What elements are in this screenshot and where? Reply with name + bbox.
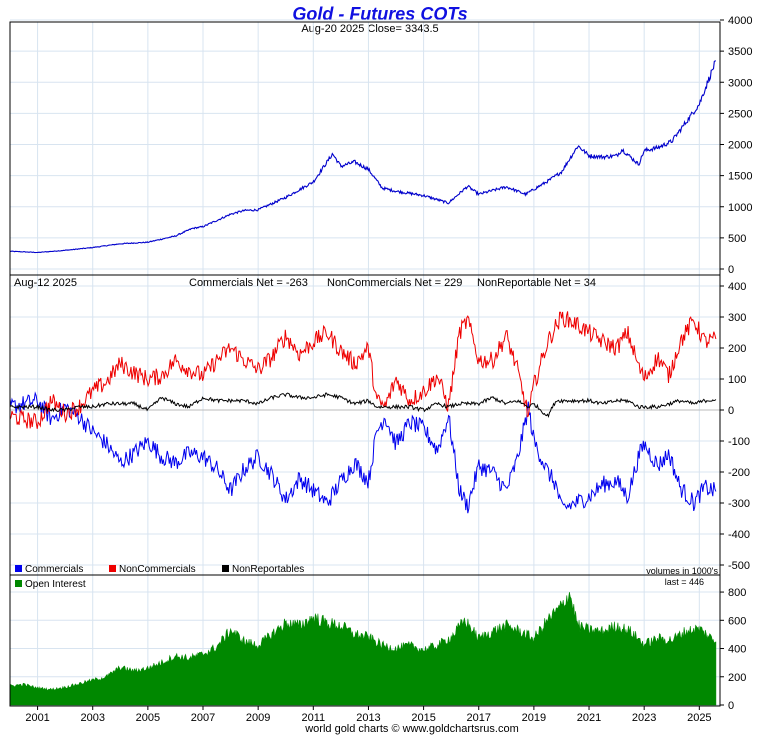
- y-tick-label: 1500: [728, 171, 752, 183]
- x-tick-label: 2025: [687, 712, 711, 724]
- commercials-line: [9, 391, 717, 514]
- x-tick-label: 2003: [80, 712, 104, 724]
- y-tick-label: 2000: [728, 140, 752, 152]
- legend-swatch-noncommercials: [109, 565, 116, 572]
- footer-credit: world gold charts © www.goldchartsrus.co…: [304, 723, 519, 735]
- y-tick-label: -500: [728, 560, 750, 572]
- noncommercials-net-label: NonCommercials Net = 229: [327, 277, 462, 289]
- cot-grid: [10, 275, 720, 575]
- open-interest-series: [9, 591, 717, 706]
- legend-open-interest: Open Interest: [25, 579, 86, 590]
- y-tick-label: -300: [728, 498, 750, 510]
- y-tick-label: 0: [728, 405, 734, 417]
- y-tick-label: 1000: [728, 202, 752, 214]
- cot-series: [9, 311, 717, 514]
- cot-y-axis: -500 -400 -300 -200 -100 0 100 200 300 400: [720, 281, 750, 572]
- nonreportables-line: [9, 392, 717, 419]
- legend-noncommercials: NonCommercials: [119, 564, 196, 575]
- y-tick-label: -200: [728, 467, 750, 479]
- y-tick-label: 2500: [728, 108, 752, 120]
- y-tick-label: 400: [728, 644, 746, 656]
- y-tick-label: 100: [728, 374, 746, 386]
- y-tick-label: 600: [728, 615, 746, 627]
- x-tick-label: 2011: [301, 712, 325, 724]
- y-tick-label: 3000: [728, 77, 752, 89]
- y-tick-label: -400: [728, 529, 750, 541]
- oi-y-axis: 0 200 400 600 800: [720, 587, 746, 712]
- y-tick-label: 400: [728, 281, 746, 293]
- y-tick-label: 800: [728, 587, 746, 599]
- cot-panel-frame: [9, 274, 721, 576]
- y-tick-label: 4000: [728, 15, 752, 27]
- price-series: [9, 60, 716, 254]
- legend-swatch-open-interest: [15, 580, 22, 587]
- open-interest-area: [9, 591, 717, 706]
- y-tick-label: 3500: [728, 46, 752, 58]
- x-tick-label: 2015: [411, 712, 435, 724]
- x-tick-label: 2019: [522, 712, 546, 724]
- y-tick-label: 0: [728, 700, 734, 712]
- x-axis: 2001 2003 2005 2007 2009 2011 2013 2015 2017 2019…: [25, 706, 712, 724]
- legend-swatch-nonreportables: [222, 565, 229, 572]
- price-line: [9, 60, 716, 254]
- y-tick-label: 0: [728, 264, 734, 276]
- y-tick-label: -100: [728, 436, 750, 448]
- chart-title: Gold - Futures COTs: [292, 4, 467, 24]
- price-grid: [10, 19, 720, 275]
- nonreportables-net-label: NonReportable Net = 34: [477, 277, 596, 289]
- commercials-net-label: Commercials Net = -263: [189, 277, 308, 289]
- volume-units-note: volumes in 1000's: [646, 566, 718, 576]
- x-tick-label: 2005: [136, 712, 160, 724]
- y-tick-label: 200: [728, 343, 746, 355]
- price-panel-frame: [9, 21, 721, 276]
- cot-date-label: Aug-12 2025: [14, 277, 77, 289]
- x-tick-label: 2023: [632, 712, 656, 724]
- x-tick-label: 2001: [25, 712, 49, 724]
- legend-commercials: Commercials: [25, 564, 83, 575]
- chart-subtitle: Aug-20 2025 Close= 3343.5: [301, 23, 438, 35]
- y-tick-label: 500: [728, 233, 746, 245]
- x-tick-label: 2013: [356, 712, 380, 724]
- cot-legend: Commercials NonCommercials NonReportable…: [15, 564, 304, 575]
- oi-panel-frame: [9, 574, 721, 707]
- legend-nonreportables: NonReportables: [232, 564, 304, 575]
- y-tick-label: 300: [728, 312, 746, 324]
- y-tick-label: 200: [728, 672, 746, 684]
- price-y-axis: 0 500 1000 1500 2000 2500 3000 3500 4000: [720, 15, 752, 276]
- noncommercials-line: [9, 311, 717, 429]
- x-tick-label: 2017: [466, 712, 490, 724]
- x-tick-label: 2007: [191, 712, 215, 724]
- oi-last-label: last = 446: [665, 577, 704, 587]
- x-tick-label: 2021: [577, 712, 601, 724]
- x-tick-label: 2009: [246, 712, 270, 724]
- legend-swatch-commercials: [15, 565, 22, 572]
